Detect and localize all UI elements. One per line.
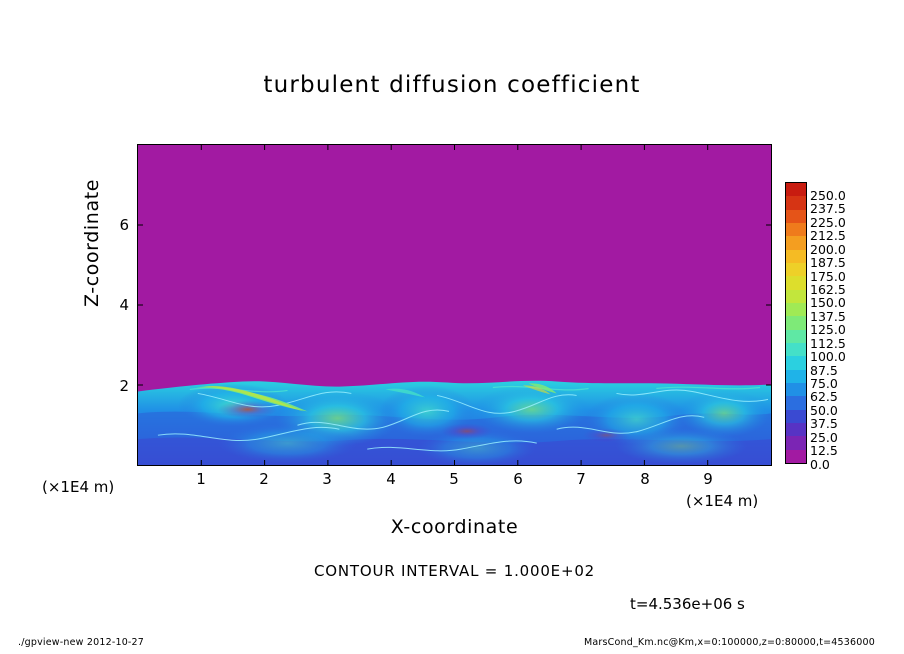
colorbar-swatch (786, 409, 806, 424)
colorbar-swatch (786, 236, 806, 250)
x-tick-2: 2 (259, 470, 269, 488)
colorbar-tick-label: 100.0 (810, 349, 846, 365)
colorbar-swatch (786, 276, 806, 290)
colorbar-swatch (786, 183, 806, 197)
colorbar-tick-label: 37.5 (810, 416, 838, 432)
x-tick-7: 7 (576, 470, 586, 488)
colorbar-swatch (786, 263, 806, 277)
footer-left-label: ./gpview-new 2012-10-27 (18, 637, 145, 648)
x-tick-4: 4 (386, 470, 396, 488)
colorbar-swatch (786, 436, 806, 450)
y-axis-label: Z-coordinate (81, 178, 103, 308)
colorbar-swatch (786, 303, 806, 317)
colorbar-swatch (786, 449, 806, 463)
colorbar-tick-label: 87.5 (810, 362, 838, 378)
colorbar-tick-label: 250.0 (810, 187, 846, 203)
colorbar-tick-label: 200.0 (810, 241, 846, 257)
colorbar-swatch (786, 209, 806, 224)
colorbar-tick-label: 187.5 (810, 255, 846, 271)
x-axis-label: X-coordinate (390, 516, 519, 538)
colorbar: 0.0 12.5 25.0 37.5 50.0 62.5 75.0 87.5 100.0 112.… (785, 182, 846, 472)
colorbar-tick-label: 112.5 (810, 335, 846, 351)
colorbar-tick-label: 62.5 (810, 389, 838, 405)
x-tick-3: 3 (322, 470, 332, 488)
page-title: turbulent diffusion coefficient (263, 72, 641, 98)
y-tick-2: 2 (119, 377, 129, 395)
colorbar-swatch (786, 396, 806, 410)
colorbar-tick-label: 0.0 (810, 456, 830, 472)
colorbar-swatch (786, 316, 806, 330)
colorbar-tick-label: 225.0 (810, 214, 846, 230)
colorbar-swatch (786, 329, 806, 344)
colorbar-tick-label: 50.0 (810, 402, 838, 418)
heatmap-canvas (138, 145, 771, 465)
colorbar-tick-label: 137.5 (810, 308, 846, 324)
y-tick-6: 6 (119, 216, 129, 234)
colorbar-swatches (785, 182, 807, 464)
colorbar-tick-label: 237.5 (810, 201, 846, 217)
colorbar-tick-label: 75.0 (810, 375, 838, 391)
colorbar-swatch (786, 369, 806, 384)
footer-right-label: MarsCond_Km.nc@Km,x=0:100000,z=0:80000,t… (584, 637, 876, 648)
colorbar-tick-label: 175.0 (810, 268, 846, 284)
x-tick-5: 5 (449, 470, 459, 488)
colorbar-swatch (786, 196, 806, 210)
x-unit-label: (×1E4 m) (686, 492, 759, 510)
contour-interval-label: CONTOUR INTERVAL = 1.000E+02 (313, 562, 596, 580)
x-tick-8: 8 (640, 470, 650, 488)
x-tick-1: 1 (196, 470, 206, 488)
colorbar-swatch (786, 343, 806, 357)
colorbar-swatch (786, 249, 806, 264)
colorbar-swatch (786, 423, 806, 437)
colorbar-tick-label: 125.0 (810, 322, 846, 338)
plot-area (137, 144, 772, 466)
colorbar-swatch (786, 223, 806, 237)
z-unit-label: (×1E4 m) (42, 478, 115, 496)
colorbar-tick-label: 150.0 (810, 295, 846, 311)
colorbar-tick-label: 212.5 (810, 228, 846, 244)
time-label: t=4.536e+06 s (630, 595, 745, 613)
colorbar-swatch (786, 383, 806, 397)
colorbar-tick-label: 25.0 (810, 429, 838, 445)
x-tick-6: 6 (513, 470, 523, 488)
colorbar-swatch (786, 356, 806, 370)
y-tick-4: 4 (119, 296, 129, 314)
colorbar-swatch (786, 289, 806, 304)
x-tick-9: 9 (703, 470, 713, 488)
colorbar-tick-label: 162.5 (810, 281, 846, 297)
colorbar-tick-label: 12.5 (810, 443, 838, 459)
